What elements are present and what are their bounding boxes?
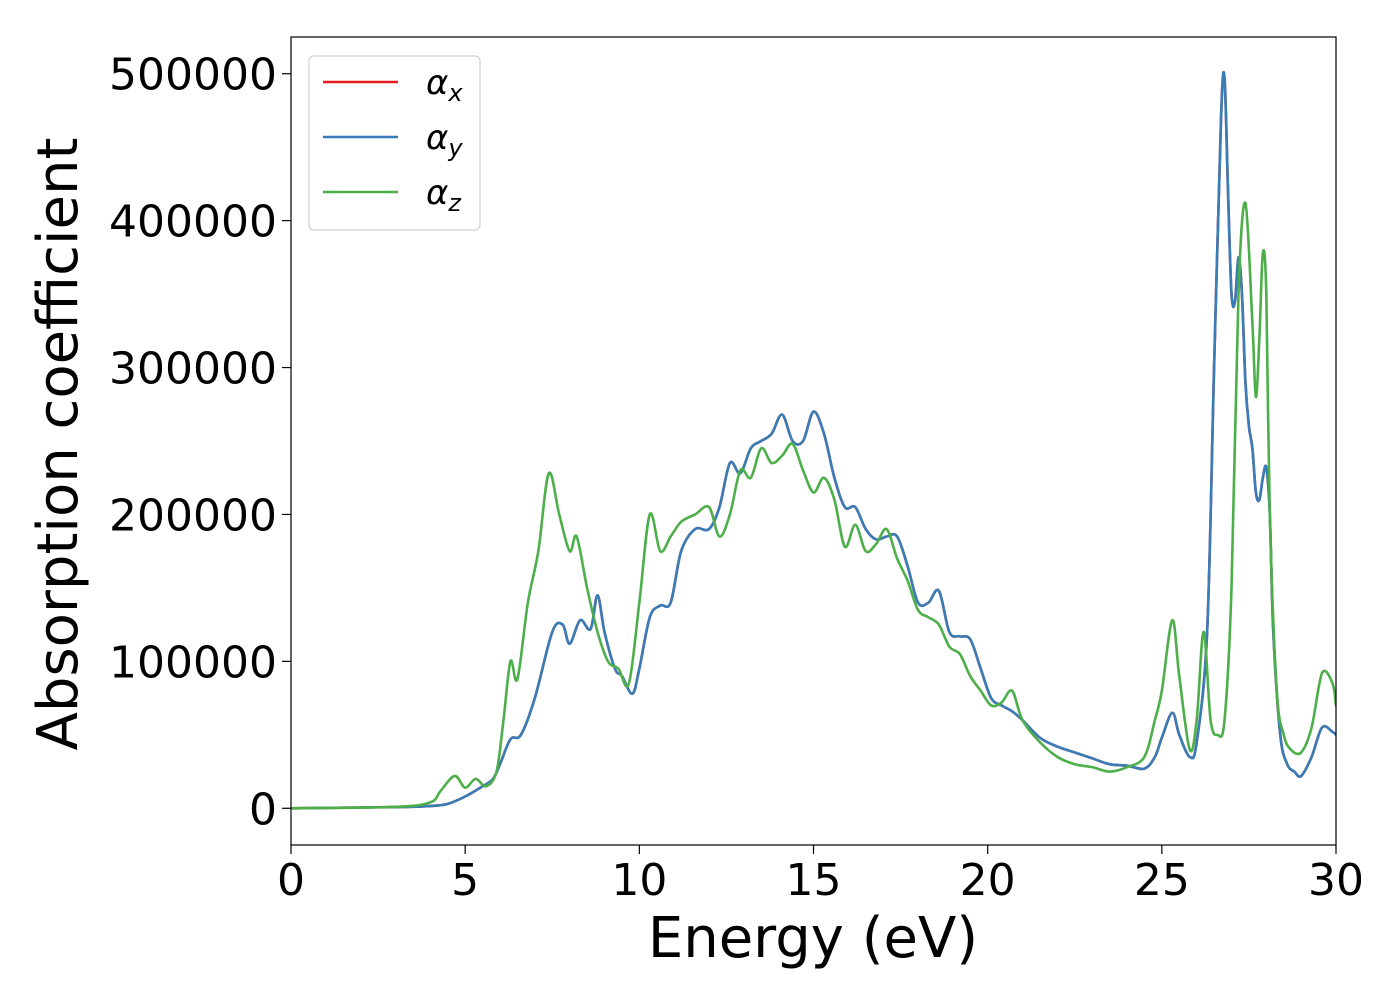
y-tick-label: 100000 [109, 637, 277, 688]
y-tick-label: 300000 [109, 344, 277, 395]
x-tick-label: 25 [1134, 855, 1190, 906]
legend: αx αy αz [308, 55, 481, 231]
y-tick-label: 400000 [109, 197, 277, 248]
x-axis-title: Energy (eV) [648, 906, 978, 971]
series-line-y [291, 70, 1336, 810]
x-tick-label: 0 [277, 855, 305, 906]
legend-label-z: αz [426, 173, 462, 217]
x-tick-label: 15 [786, 855, 842, 906]
legend-box [308, 55, 481, 231]
y-axis-title: Absorption coefficient [26, 138, 91, 751]
series-line-z [291, 201, 1336, 810]
y-tick-label: 500000 [109, 50, 277, 101]
y-tick-label: 200000 [109, 490, 277, 541]
legend-label-x: αx [426, 63, 463, 107]
axes-layer: 0 5 10 15 20 25 30 0 100000 200000 300000 400000 500… [109, 36, 1364, 906]
x-tick-label: 10 [611, 855, 667, 906]
series-layer [291, 70, 1336, 810]
y-tick-label: 0 [249, 784, 277, 835]
x-tick-label: 30 [1308, 855, 1364, 906]
x-tick-label: 20 [960, 855, 1016, 906]
x-tick-label: 5 [451, 855, 479, 906]
legend-label-y: αy [426, 118, 463, 162]
